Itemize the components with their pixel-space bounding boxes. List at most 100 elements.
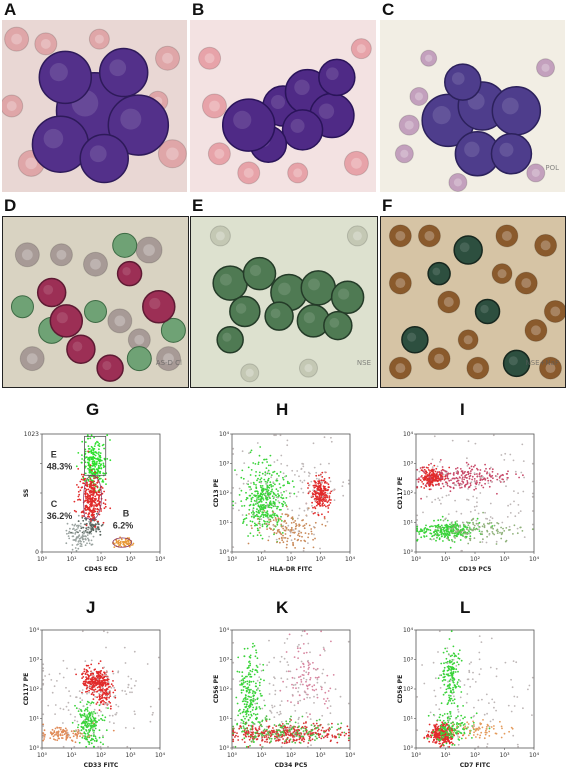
event-dot bbox=[251, 492, 253, 495]
event-dot bbox=[75, 673, 77, 676]
event-dot bbox=[294, 520, 297, 522]
event-dot bbox=[117, 671, 119, 674]
event-dot bbox=[68, 530, 71, 533]
event-dot bbox=[97, 491, 100, 493]
event-dot bbox=[97, 662, 100, 665]
event-dot bbox=[261, 734, 263, 737]
event-dot bbox=[449, 523, 451, 526]
event-dot bbox=[477, 512, 480, 515]
event-dot bbox=[113, 695, 115, 698]
event-dot bbox=[265, 718, 268, 721]
rbc-cell bbox=[201, 93, 227, 119]
event-dot bbox=[263, 679, 265, 682]
event-dot bbox=[89, 498, 91, 501]
event-dot bbox=[425, 530, 428, 533]
event-dot bbox=[92, 674, 95, 677]
event-dot bbox=[286, 661, 289, 663]
event-dot bbox=[262, 508, 264, 511]
event-dot bbox=[114, 694, 117, 697]
event-dot bbox=[449, 490, 452, 493]
rbc-center bbox=[443, 297, 454, 307]
event-dot bbox=[257, 735, 260, 738]
event-dot bbox=[242, 725, 245, 728]
event-dot bbox=[236, 732, 238, 734]
event-dot bbox=[77, 540, 80, 543]
event-dot bbox=[286, 513, 288, 516]
event-dot bbox=[87, 462, 90, 465]
event-dot bbox=[87, 681, 89, 684]
event-dot bbox=[269, 492, 272, 495]
event-dot bbox=[94, 678, 96, 681]
event-dot bbox=[245, 498, 248, 501]
event-dot bbox=[333, 488, 336, 491]
event-dot bbox=[286, 444, 289, 447]
rbc-cell bbox=[437, 290, 461, 314]
event-dot bbox=[125, 542, 128, 544]
nucleolus bbox=[432, 106, 451, 125]
event-dot bbox=[84, 660, 87, 662]
event-dot bbox=[271, 704, 273, 707]
event-dot bbox=[443, 676, 445, 679]
event-dot bbox=[428, 735, 430, 738]
rbc-center bbox=[245, 368, 254, 377]
event-dot bbox=[42, 723, 45, 726]
event-dot bbox=[531, 495, 534, 498]
event-dot bbox=[447, 702, 450, 704]
x-tick-label: 10⁰ bbox=[227, 752, 238, 759]
event-dot bbox=[84, 523, 87, 526]
event-dot bbox=[474, 485, 477, 488]
event-dot bbox=[258, 706, 261, 708]
event-dot bbox=[469, 472, 472, 475]
event-dot bbox=[298, 475, 300, 478]
event-dot bbox=[292, 684, 295, 687]
event-dot bbox=[99, 691, 102, 693]
event-dot bbox=[291, 683, 293, 686]
event-dot bbox=[298, 535, 301, 538]
event-dot bbox=[284, 475, 286, 478]
event-dot bbox=[305, 721, 307, 723]
event-dot bbox=[302, 727, 305, 729]
event-dot bbox=[130, 687, 133, 690]
event-dot bbox=[301, 715, 304, 718]
event-dot bbox=[434, 470, 437, 473]
event-dot bbox=[297, 650, 300, 653]
event-dot bbox=[244, 731, 247, 734]
event-dot bbox=[301, 535, 303, 538]
event-dot bbox=[264, 471, 267, 474]
event-dot bbox=[461, 478, 464, 480]
event-dot bbox=[96, 458, 99, 461]
event-dot bbox=[253, 499, 256, 502]
event-dot bbox=[258, 531, 261, 534]
event-dot bbox=[262, 669, 265, 672]
event-dot bbox=[486, 472, 488, 475]
event-dot bbox=[321, 726, 324, 729]
event-dot bbox=[452, 482, 454, 485]
nucleolus bbox=[303, 312, 315, 324]
event-dot bbox=[301, 481, 304, 484]
event-dot bbox=[473, 524, 476, 527]
event-dot bbox=[96, 721, 99, 723]
event-dot bbox=[89, 683, 92, 686]
event-dot bbox=[101, 480, 104, 483]
event-dot bbox=[456, 683, 459, 685]
nucleolus bbox=[290, 118, 305, 133]
event-dot bbox=[105, 646, 107, 649]
event-dot bbox=[89, 727, 92, 730]
rbc-center bbox=[21, 249, 33, 261]
event-dot bbox=[505, 485, 507, 488]
panel-label-l: L bbox=[460, 598, 471, 617]
event-dot bbox=[245, 713, 247, 716]
event-dot bbox=[101, 685, 104, 687]
event-dot bbox=[91, 494, 93, 496]
event-dot bbox=[90, 713, 92, 715]
event-dot bbox=[273, 493, 276, 495]
event-dot bbox=[98, 719, 100, 721]
event-dot bbox=[97, 444, 100, 447]
event-dot bbox=[431, 466, 434, 468]
event-dot bbox=[272, 502, 275, 505]
event-dot bbox=[278, 483, 281, 485]
event-dot bbox=[316, 696, 319, 699]
blast-cell bbox=[66, 334, 96, 364]
event-dot bbox=[106, 458, 109, 460]
event-dot bbox=[261, 472, 264, 475]
